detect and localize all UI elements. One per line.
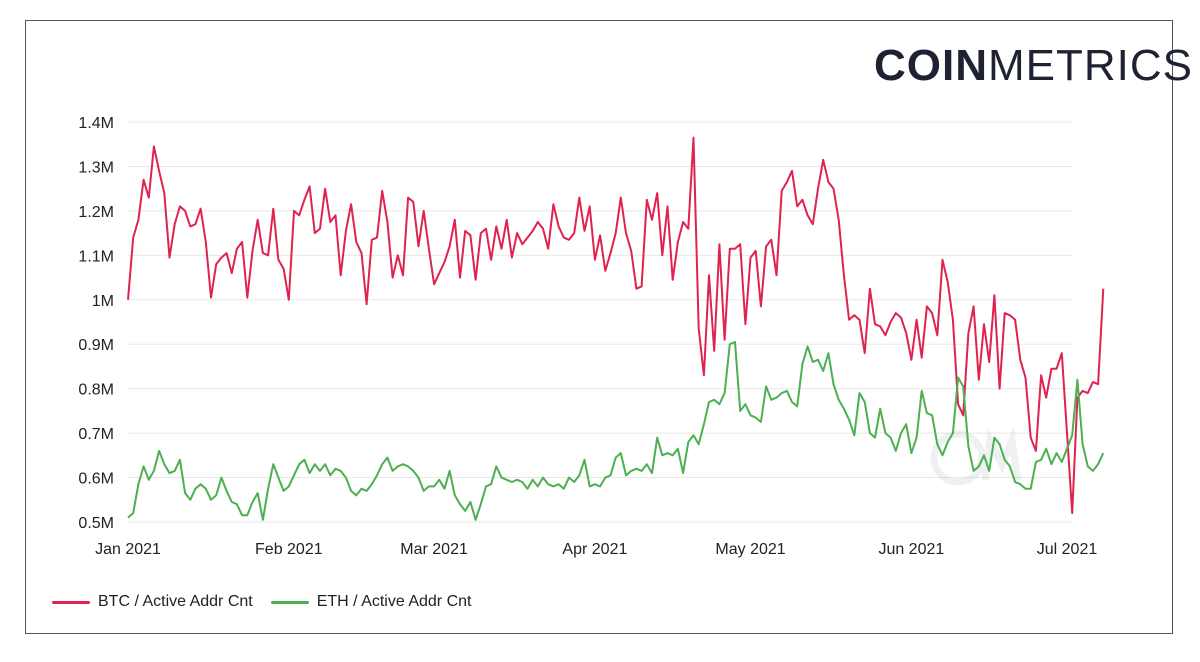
legend-label-eth: ETH / Active Addr Cnt: [316, 593, 472, 610]
logo-light-text: METRICS: [988, 41, 1193, 90]
legend-label-btc: BTC / Active Addr Cnt: [98, 593, 253, 610]
x-tick-label: Mar 2021: [400, 541, 468, 558]
legend-item-btc[interactable]: BTC / Active Addr Cnt: [52, 593, 253, 611]
legend-item-eth[interactable]: ETH / Active Addr Cnt: [270, 593, 472, 611]
x-axis-ticks: Jan 2021 Feb 2021 Mar 2021 Apr 2021 May 2021…: [95, 541, 1097, 558]
legend-swatch-eth: [270, 600, 309, 604]
logo-bold-text: COIN: [874, 41, 988, 90]
y-tick-label: 0.9M: [78, 337, 114, 354]
y-tick-label: 1M: [92, 293, 114, 310]
x-tick-label: Apr 2021: [562, 541, 627, 558]
x-tick-label: Feb 2021: [255, 541, 323, 558]
grid-lines: [128, 121, 1072, 523]
y-tick-label: 0.5M: [78, 515, 114, 532]
y-tick-label: 0.7M: [78, 426, 114, 443]
watermark-logo: [930, 426, 1022, 486]
coinmetrics-logo: COINMETRICS: [874, 40, 1193, 92]
x-tick-label: May 2021: [715, 541, 785, 558]
y-axis-ticks: 0.5M 0.6M 0.7M 0.8M 0.9M 1M 1.1M 1.2M 1.3M 1.4M: [78, 115, 114, 532]
y-tick-label: 0.8M: [78, 382, 114, 399]
y-tick-label: 1.2M: [78, 204, 114, 221]
y-tick-label: 1.3M: [78, 159, 114, 176]
y-tick-label: 1.4M: [78, 115, 114, 132]
y-tick-label: 0.6M: [78, 471, 114, 488]
x-tick-label: Jul 2021: [1037, 541, 1098, 558]
x-tick-label: Jun 2021: [878, 541, 944, 558]
series-line-btc[interactable]: [127, 136, 1105, 515]
x-tick-label: Jan 2021: [95, 541, 161, 558]
series-line-eth[interactable]: [127, 341, 1105, 521]
y-tick-label: 1.1M: [78, 248, 114, 265]
legend-swatch-btc: [52, 600, 90, 604]
series-lines: [127, 136, 1105, 521]
legend: BTC / Active Addr Cnt ETH / Active Addr …: [52, 593, 471, 611]
